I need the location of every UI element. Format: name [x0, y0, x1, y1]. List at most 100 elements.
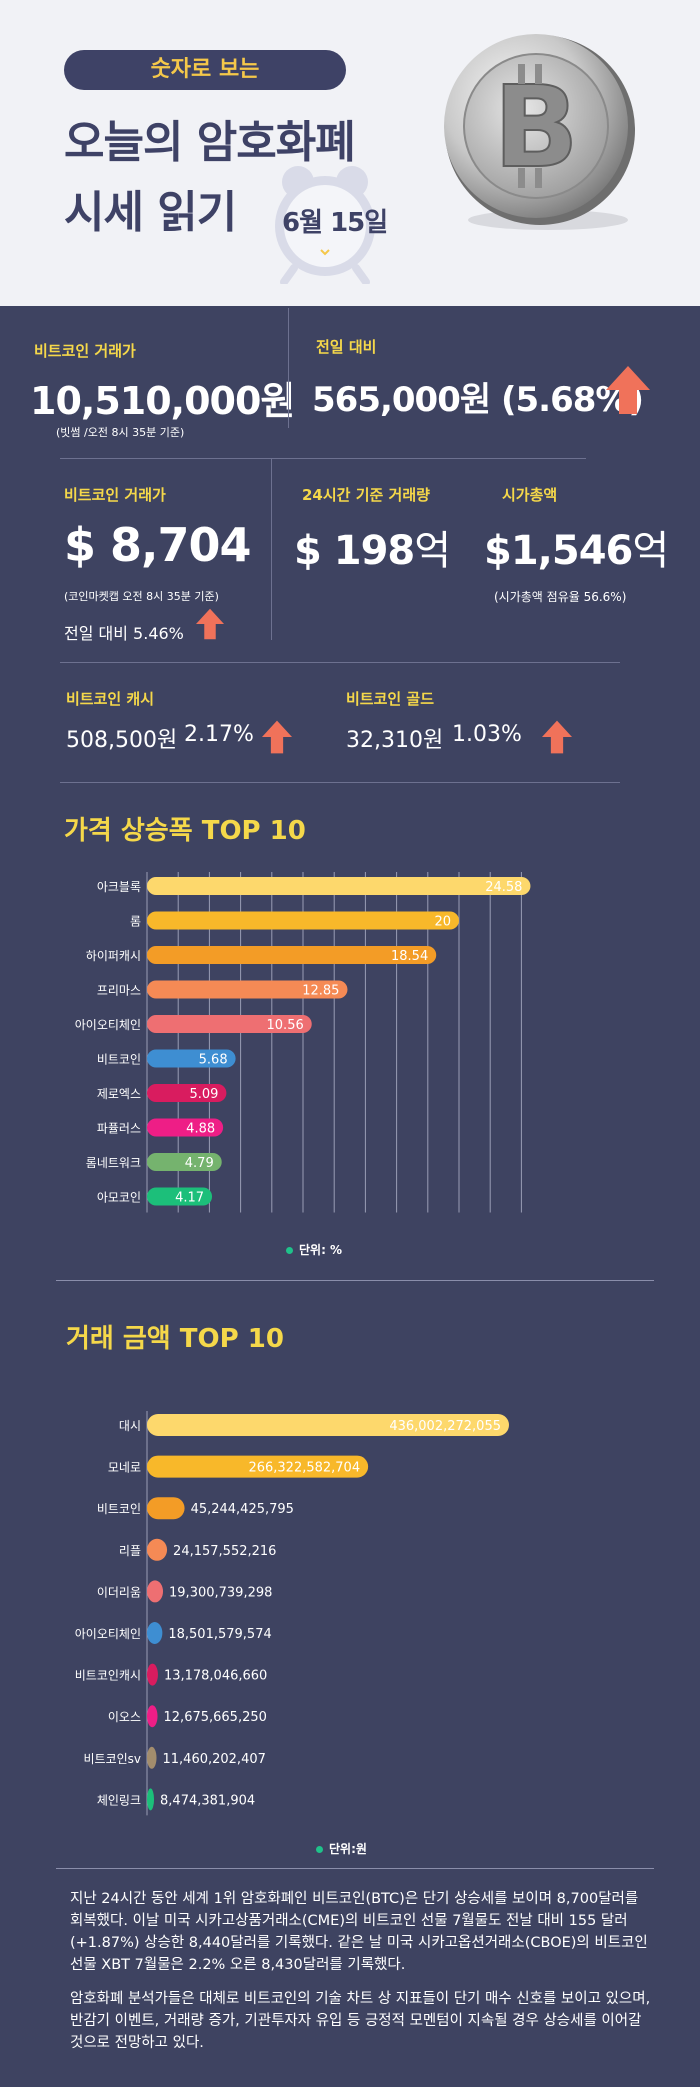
- volume-label: 24시간 기준 거래량: [302, 486, 430, 504]
- category-label: 모네로: [108, 1461, 141, 1475]
- change-label: 전일 대비: [316, 338, 377, 356]
- usd-price-value: $ 8,704: [64, 518, 252, 572]
- divider: [288, 308, 289, 428]
- article-paragraph-1: 지난 24시간 동안 세계 1위 암호화폐인 비트코인(BTC)은 단기 상승세…: [70, 1891, 648, 1973]
- date-label: 6월 15일: [282, 208, 388, 238]
- bar: [147, 1663, 158, 1686]
- alarm-clock-icon: [275, 166, 375, 284]
- value-label: 18.54: [391, 949, 428, 964]
- divider: [60, 458, 586, 459]
- price-rise-chart: 아크블록 24.58 롬 20 하이퍼캐시 18.54 프리마스 12.85 아이오티체인 10.…: [75, 872, 531, 1213]
- category-label: 파퓰러스: [97, 1122, 141, 1136]
- category-label: 아이오티체인: [75, 1627, 141, 1641]
- page-title-line2: 시세 읽기: [64, 187, 237, 238]
- category-label: 롬: [130, 915, 141, 929]
- usd-price-label: 비트코인 거래가: [64, 486, 166, 504]
- divider: [60, 782, 620, 783]
- bitcoin-coin-icon: B: [444, 34, 635, 230]
- krw-price-label: 비트코인 거래가: [34, 342, 136, 360]
- bar: [147, 980, 348, 999]
- bar: [147, 1622, 163, 1644]
- category-label: 롬네트워크: [86, 1156, 141, 1170]
- bar: [147, 946, 437, 964]
- value-label: 45,244,425,795: [191, 1502, 294, 1517]
- category-label: 비트코인캐시: [75, 1669, 141, 1683]
- value-label: 24.58: [485, 880, 522, 895]
- category-label: 아이오티체인: [75, 1018, 141, 1032]
- value-label: 8,474,381,904: [160, 1793, 255, 1808]
- mcap-label: 시가총액: [502, 486, 558, 504]
- category-label: 이더리움: [97, 1585, 141, 1599]
- category-label: 이오스: [108, 1710, 141, 1724]
- bar: [147, 1538, 168, 1561]
- bar: [147, 1580, 164, 1603]
- value-label: 13,178,046,660: [164, 1669, 267, 1684]
- article-paragraph-2: 암호화폐 분석가들은 대체로 비트코인의 기술 차트 상 지표들이 단기 매수 …: [70, 1991, 651, 2051]
- value-label: 12,675,665,250: [164, 1710, 267, 1725]
- btg-label: 비트코인 골드: [346, 690, 435, 708]
- hero-banner: 숫자로 보는 오늘의 암호화폐 시세 읽기 6월 15일 B: [0, 0, 700, 306]
- category-label: 대시: [119, 1419, 141, 1433]
- bar: [147, 1015, 312, 1033]
- krw-price-note: (빗썸 /오전 8시 35분 기준): [56, 426, 185, 439]
- bar: [147, 1455, 369, 1478]
- bar: [147, 1187, 213, 1206]
- category-label: 비트코인: [97, 1053, 141, 1067]
- volume-value: $ 198억: [294, 528, 451, 574]
- value-label: 11,460,202,407: [163, 1752, 266, 1767]
- bch-value: 508,500원: [66, 728, 178, 753]
- bar: [147, 877, 531, 895]
- category-label: 아모코인: [97, 1191, 141, 1205]
- bar: [147, 1153, 222, 1171]
- usd-change: 전일 대비 5.46%: [64, 624, 184, 643]
- bar: [147, 1746, 157, 1769]
- value-label: 436,002,272,055: [389, 1419, 501, 1434]
- bar: [147, 1414, 509, 1436]
- krw-price-value: 10,510,000원: [30, 379, 295, 423]
- up-arrow-icon: [262, 720, 292, 754]
- chart2-unit: 단위:원: [316, 1840, 367, 1857]
- value-label: 4.17: [175, 1191, 204, 1206]
- bch-change: 2.17%: [184, 722, 254, 747]
- bar: [147, 1049, 236, 1068]
- divider: [271, 458, 272, 640]
- chart1-title: 가격 상승폭 TOP 10: [64, 816, 306, 846]
- mcap-value: $1,546억: [484, 528, 669, 574]
- mcap-note: (시가총액 점유율 56.6%): [494, 590, 627, 604]
- value-label: 20: [434, 915, 451, 930]
- bar: [147, 1497, 185, 1520]
- bar: [147, 1084, 227, 1102]
- up-arrow-icon: [542, 720, 572, 754]
- chart2-title: 거래 금액 TOP 10: [66, 1324, 284, 1354]
- value-label: 19,300,739,298: [169, 1585, 272, 1600]
- page-title-line1: 오늘의 암호화폐: [64, 117, 356, 168]
- value-label: 266,322,582,704: [248, 1461, 360, 1476]
- change-value: 565,000원 (5.68%): [312, 380, 644, 420]
- bar: [147, 1788, 155, 1811]
- divider: [60, 662, 620, 663]
- legend-dot-icon: [316, 1846, 323, 1853]
- value-label: 5.68: [199, 1053, 228, 1068]
- category-label: 비트코인sv: [83, 1752, 141, 1766]
- chart1-unit: 단위: %: [286, 1241, 342, 1258]
- divider: [56, 1868, 654, 1869]
- value-label: 4.88: [186, 1122, 215, 1137]
- up-arrow-icon: [606, 366, 650, 414]
- header-badge: 숫자로 보는: [64, 50, 346, 90]
- category-label: 제로엑스: [97, 1087, 141, 1101]
- value-label: 10.56: [267, 1018, 304, 1033]
- category-label: 리플: [119, 1544, 141, 1558]
- bar: [147, 1705, 158, 1728]
- value-label: 12.85: [302, 984, 339, 999]
- btg-value: 32,310원: [346, 728, 444, 753]
- value-label: 4.79: [185, 1156, 214, 1171]
- value-label: 18,501,579,574: [168, 1627, 271, 1642]
- up-arrow-icon: [196, 608, 224, 640]
- bar: [147, 911, 459, 930]
- category-label: 비트코인: [97, 1502, 141, 1516]
- category-label: 하이퍼캐시: [86, 949, 141, 963]
- bar: [147, 1118, 224, 1137]
- trade-volume-chart: 대시 436,002,272,055 모네로 266,322,582,704 비트코인 4…: [75, 1411, 509, 1816]
- divider: [56, 1280, 654, 1281]
- btg-change: 1.03%: [452, 722, 522, 747]
